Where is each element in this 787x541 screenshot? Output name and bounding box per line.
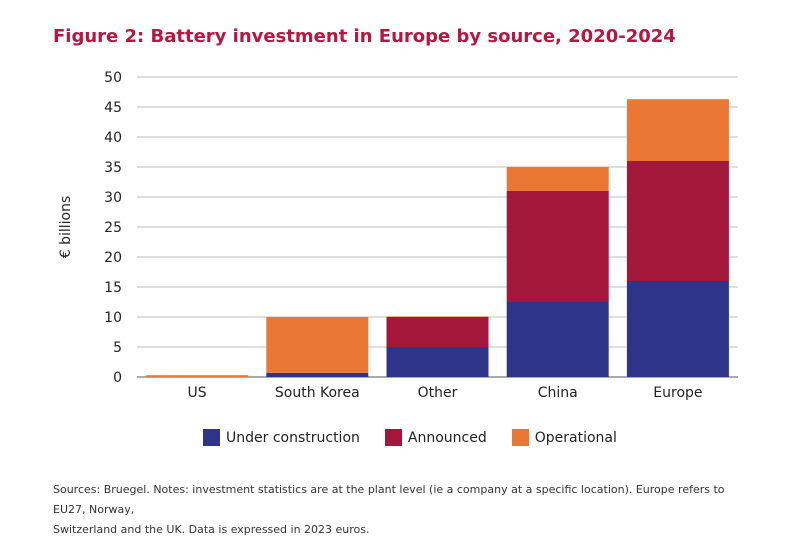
bar-china-announced: [506, 191, 609, 302]
y-tick-label: 35: [104, 160, 122, 176]
bar-south-korea-operational: [266, 317, 369, 373]
bar-europe-under-construction: [626, 281, 729, 377]
y-tick-label: 20: [104, 250, 122, 266]
bar-europe-announced: [626, 161, 729, 281]
chart-title: Figure 2: Battery investment in Europe b…: [53, 26, 676, 47]
source-notes: Sources: Bruegel. Notes: investment stat…: [53, 480, 753, 540]
x-tick-label: Europe: [653, 385, 702, 401]
bar-south-korea-under-construction: [266, 372, 369, 377]
bar-other-announced: [386, 317, 489, 347]
y-tick-label: 15: [104, 280, 122, 296]
legend: Under construction Announced Operational: [203, 429, 642, 446]
y-tick-label: 10: [104, 310, 122, 326]
legend-label-under-construction: Under construction: [226, 429, 360, 446]
bar-other-under-construction: [386, 347, 489, 377]
y-tick-label: 50: [104, 70, 122, 86]
bar-china-operational: [506, 167, 609, 191]
y-axis-label: € billions: [58, 196, 74, 259]
legend-item-operational: Operational: [511, 429, 617, 446]
y-tick-label: 5: [113, 340, 122, 356]
bar-us-operational: [146, 375, 249, 377]
bar-other-operational: [386, 316, 489, 317]
legend-item-under-construction: Under construction: [203, 429, 360, 446]
legend-item-announced: Announced: [384, 429, 487, 446]
x-tick-label: South Korea: [275, 385, 360, 401]
x-tick-label: China: [538, 385, 578, 401]
legend-swatch-announced: [384, 429, 402, 446]
bar-china-under-construction: [506, 302, 609, 377]
notes-line-1: Sources: Bruegel. Notes: investment stat…: [53, 483, 725, 516]
y-tick-label: 0: [113, 370, 122, 386]
y-tick-label: 45: [104, 100, 122, 116]
legend-swatch-operational: [511, 429, 529, 446]
y-tick-label: 40: [104, 130, 122, 146]
y-tick-label: 30: [104, 190, 122, 206]
y-tick-label: 25: [104, 220, 122, 236]
legend-label-operational: Operational: [534, 429, 617, 446]
notes-line-2: Switzerland and the UK. Data is expresse…: [53, 523, 370, 536]
x-tick-label: Other: [418, 385, 458, 401]
bar-europe-operational: [626, 99, 729, 161]
legend-swatch-under-construction: [203, 429, 220, 446]
legend-label-announced: Announced: [407, 429, 487, 446]
x-tick-label: US: [188, 385, 207, 401]
